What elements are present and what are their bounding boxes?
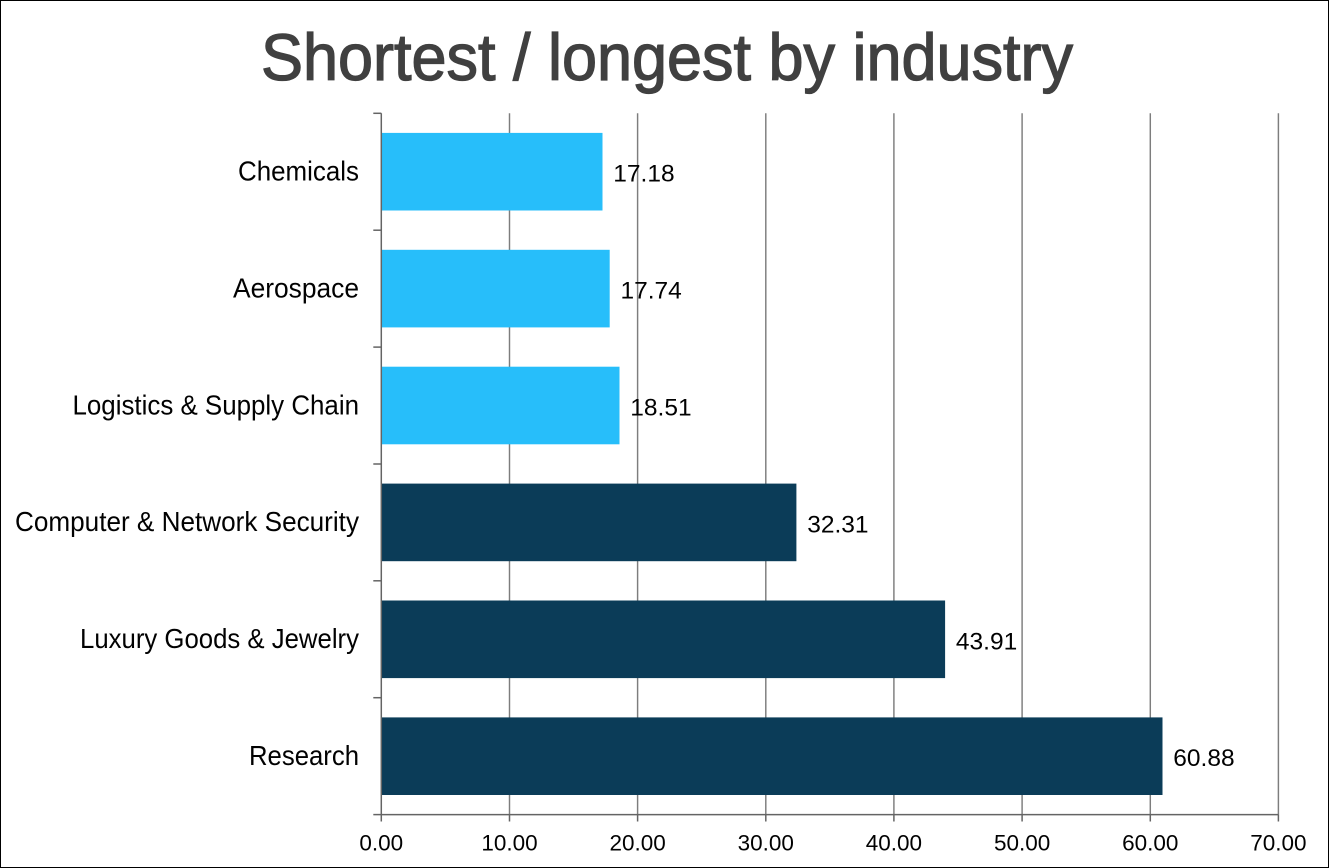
svg-text:60.88: 60.88	[1173, 745, 1234, 772]
svg-text:Computer & Network Security: Computer & Network Security	[15, 506, 359, 537]
svg-text:Luxury Goods & Jewelry: Luxury Goods & Jewelry	[80, 623, 359, 654]
svg-text:0.00: 0.00	[359, 830, 403, 855]
svg-text:Chemicals: Chemicals	[238, 155, 359, 186]
svg-text:10.00: 10.00	[481, 830, 537, 855]
svg-text:Shortest / longest by industry: Shortest / longest by industry	[261, 20, 1073, 94]
svg-text:60.00: 60.00	[1122, 830, 1178, 855]
svg-text:32.31: 32.31	[807, 511, 868, 538]
svg-text:Logistics & Supply Chain: Logistics & Supply Chain	[72, 389, 359, 420]
svg-text:Aerospace: Aerospace	[233, 272, 359, 303]
svg-text:43.91: 43.91	[955, 628, 1016, 655]
svg-text:18.51: 18.51	[630, 394, 691, 421]
svg-text:30.00: 30.00	[737, 830, 793, 855]
svg-text:40.00: 40.00	[865, 830, 921, 855]
svg-text:17.74: 17.74	[620, 277, 681, 304]
svg-text:20.00: 20.00	[609, 830, 665, 855]
svg-text:17.18: 17.18	[613, 160, 674, 187]
svg-text:Research: Research	[249, 740, 359, 771]
svg-text:70.00: 70.00	[1250, 830, 1306, 855]
svg-text:50.00: 50.00	[993, 830, 1049, 855]
